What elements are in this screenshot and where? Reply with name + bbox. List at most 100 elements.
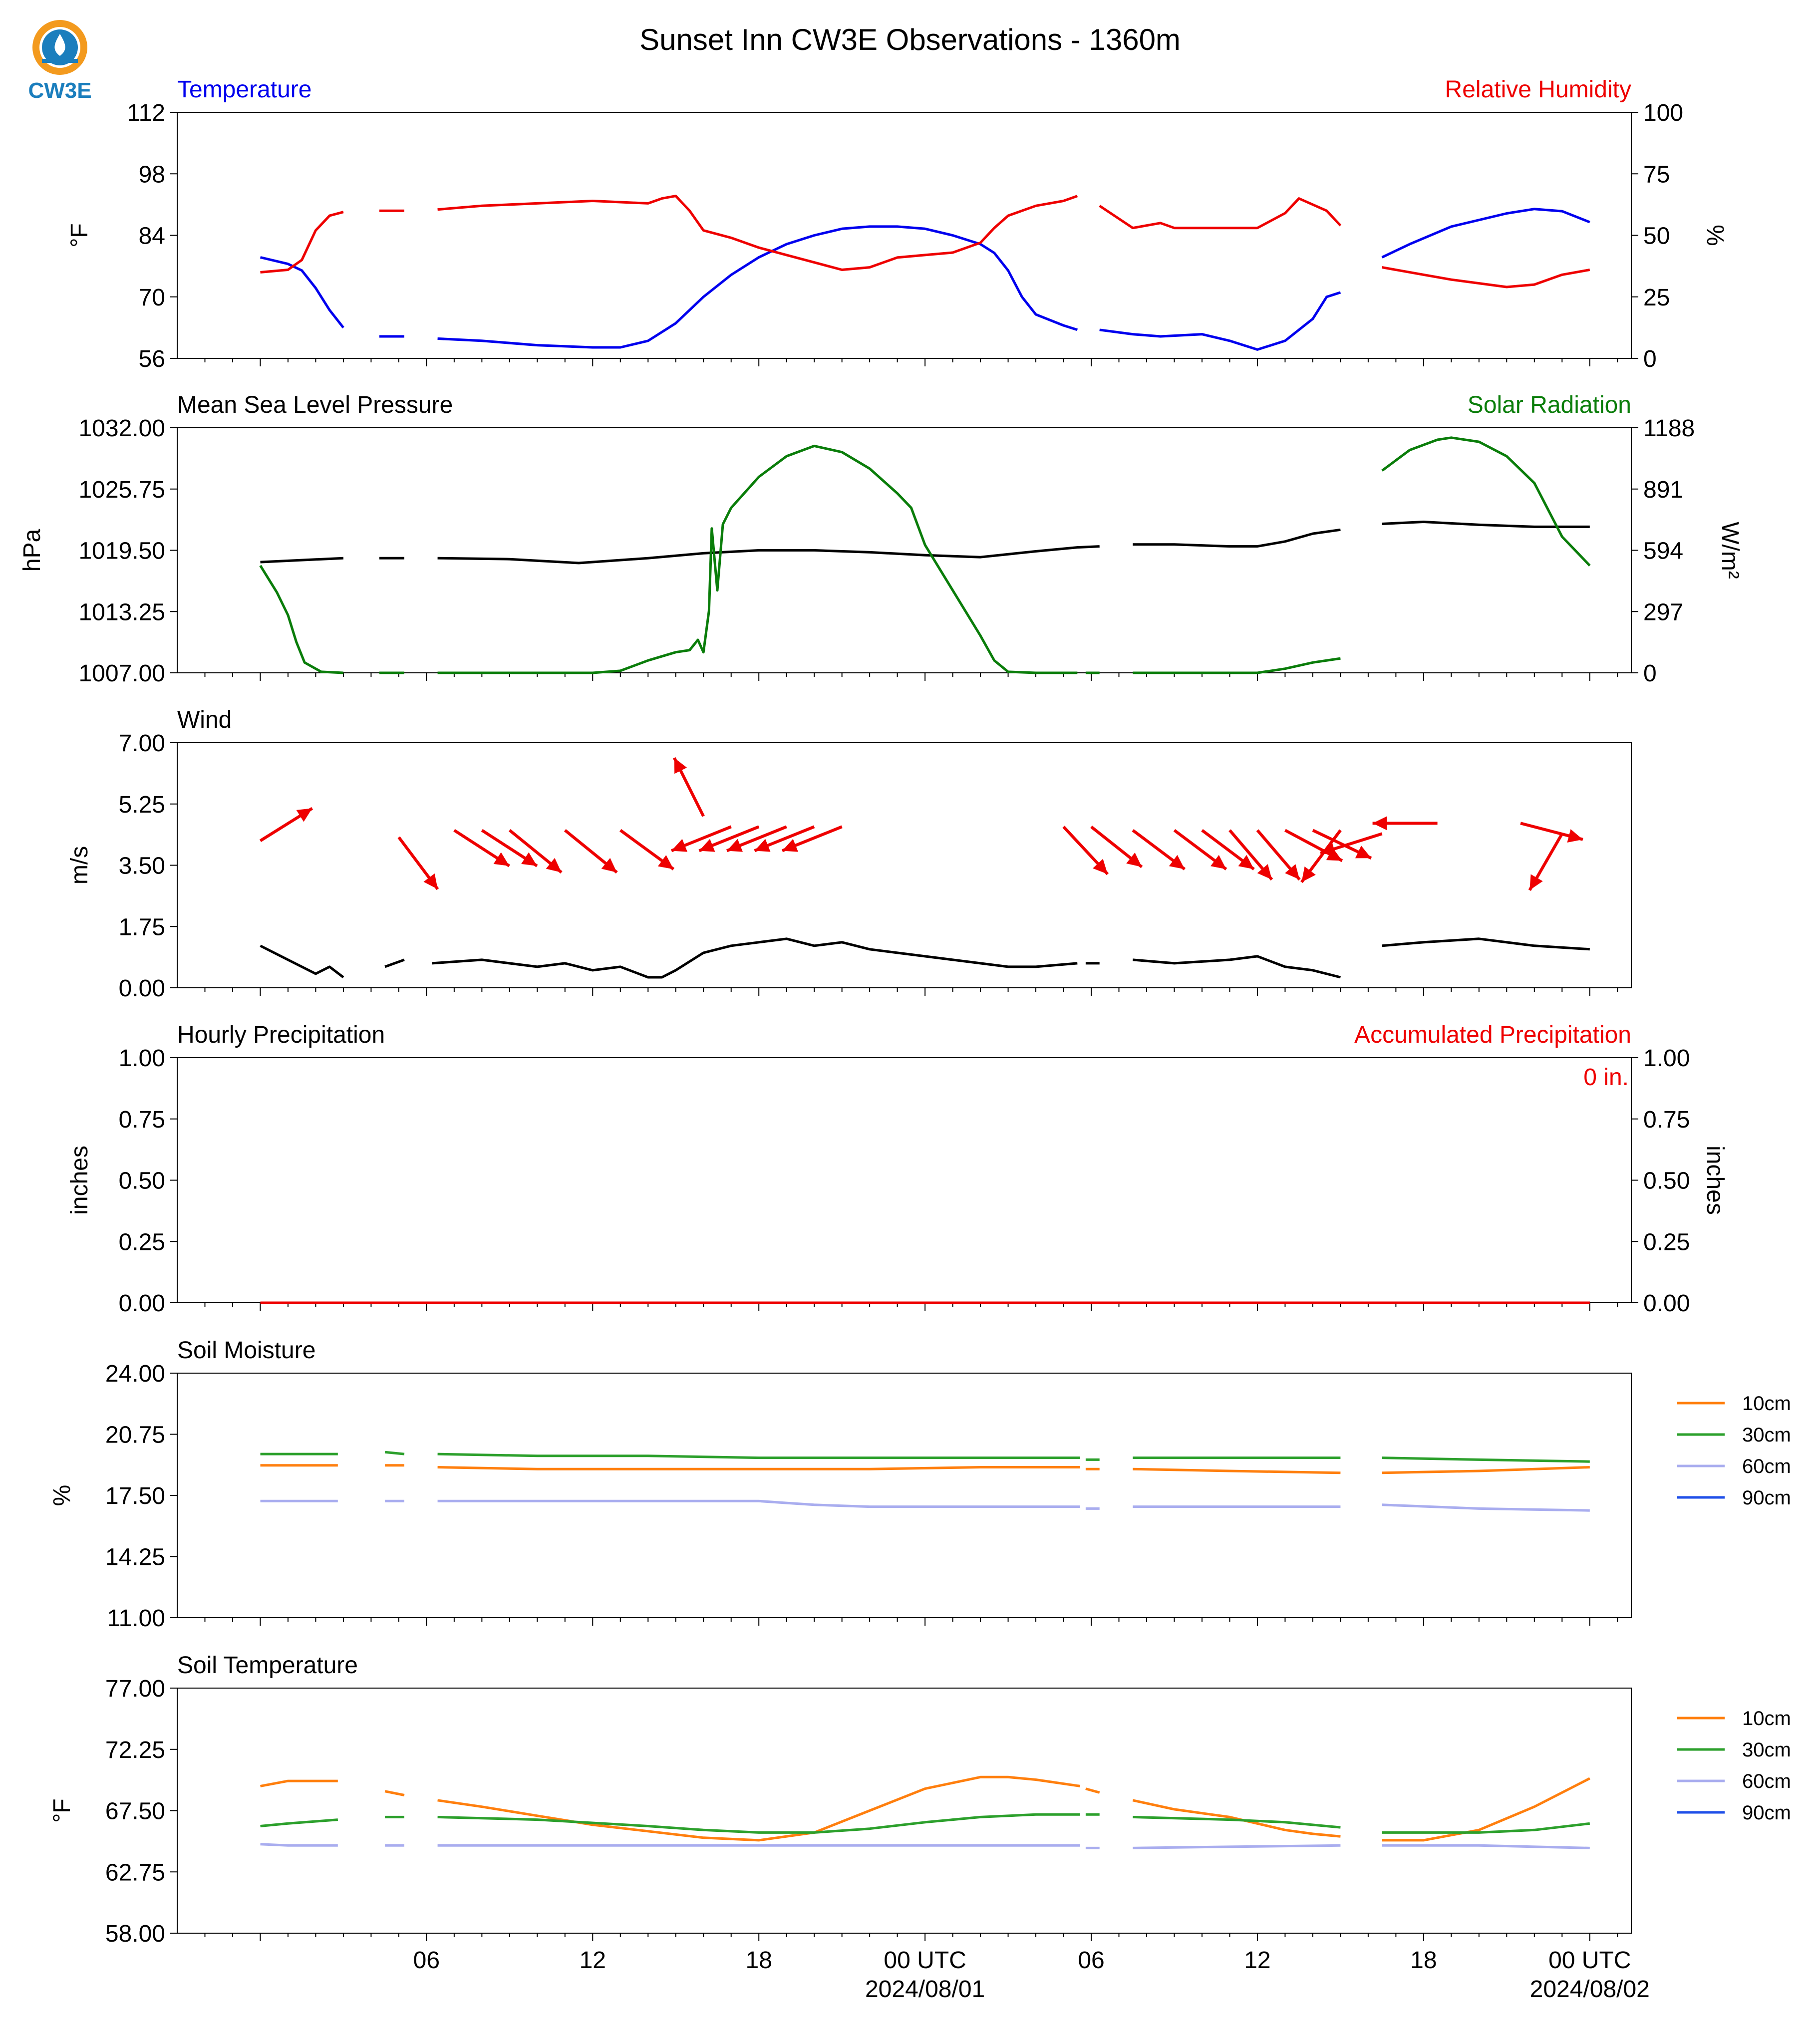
cw3e-logo: CW3E xyxy=(28,20,92,103)
y-axis-label: inches xyxy=(66,1146,93,1215)
y-tick-label: 11.00 xyxy=(107,1605,165,1632)
wind-arrow-head xyxy=(754,839,771,852)
y-tick-label: 62.75 xyxy=(105,1859,165,1886)
y-tick-label: 1007.00 xyxy=(78,660,165,687)
wind-arrow-head xyxy=(674,758,687,774)
x-tick-label: 06 xyxy=(413,1947,440,1974)
wind-arrow xyxy=(781,825,843,853)
legend-label: 10cm xyxy=(1742,1393,1791,1415)
y-tick-label: 0.25 xyxy=(119,1229,165,1255)
y-tick-label: 7.00 xyxy=(119,730,165,757)
x-tick-label: 18 xyxy=(1410,1947,1437,1974)
y-tick-label: 1019.50 xyxy=(78,538,165,565)
panel-pressure-solar: Mean Sea Level Pressure Solar Radiation 10… xyxy=(19,392,1743,687)
drop-icon xyxy=(54,34,65,56)
y-axis-label: m/s xyxy=(66,846,93,884)
wind-arrow-head xyxy=(699,839,715,852)
y-tick-label: 1013.25 xyxy=(78,599,165,625)
wind-arrow xyxy=(754,825,815,853)
y-tick-label: 56 xyxy=(139,346,165,372)
y-tick-label: 84 xyxy=(139,223,165,250)
y-tick-label: 98 xyxy=(139,161,165,188)
wind-arrow xyxy=(1256,829,1301,881)
panel-title-right: Relative Humidity xyxy=(1445,76,1631,103)
y-tick-label: 1.00 xyxy=(119,1045,165,1072)
wind-arrow-head xyxy=(1211,855,1226,869)
wind-arrow-head xyxy=(657,855,674,869)
y2-axis-label: % xyxy=(1702,225,1728,246)
y-tick-label: 1025.75 xyxy=(78,477,165,503)
wind-arrow xyxy=(1090,825,1143,869)
wind-arrow xyxy=(673,757,705,817)
wind-arrow xyxy=(726,825,787,853)
wind-arrow xyxy=(259,807,313,842)
chart-title: Sunset Inn CW3E Observations - 1360m xyxy=(639,23,1181,56)
wind-arrow xyxy=(1062,826,1109,875)
legend-label: 10cm xyxy=(1742,1708,1791,1730)
wind-arrows xyxy=(259,757,1583,891)
x-date-label: 2024/08/02 xyxy=(1530,1976,1650,2003)
y2-tick-label: 0.75 xyxy=(1643,1107,1690,1133)
y-tick-label: 58.00 xyxy=(105,1921,165,1947)
wind-arrow xyxy=(1300,829,1342,883)
y2-tick-label: 891 xyxy=(1643,477,1683,503)
y2-tick-label: 0.00 xyxy=(1643,1290,1690,1317)
x-tick-label: 12 xyxy=(1244,1947,1270,1974)
panel-title-right: Accumulated Precipitation xyxy=(1354,1022,1631,1048)
wind-arrow xyxy=(1201,829,1255,870)
y2-tick-label: 594 xyxy=(1643,538,1683,565)
series-line-temperature xyxy=(260,208,1590,351)
logo-wave xyxy=(42,59,78,63)
y2-tick-label: 50 xyxy=(1643,223,1670,250)
y2-axis-label: inches xyxy=(1702,1146,1728,1215)
y2-axis-label: W/m² xyxy=(1717,522,1743,579)
wind-arrow-head xyxy=(782,839,798,852)
panels: Temperature Relative Humidity 56 70 84 98 112 0… xyxy=(19,76,1791,2003)
y-tick-label: 1.75 xyxy=(119,914,165,940)
legend-label: 30cm xyxy=(1742,1424,1791,1446)
logo-ring xyxy=(32,20,87,75)
x-tick-label: 00 UTC xyxy=(884,1947,966,1974)
wind-arrow-head xyxy=(601,858,617,872)
y-tick-label: 0.75 xyxy=(119,1107,165,1133)
y2-tick-label: 100 xyxy=(1643,100,1683,126)
wind-arrow xyxy=(698,825,760,853)
wind-arrow xyxy=(619,829,675,870)
series-line-60cm xyxy=(260,1843,1590,1849)
y-axis-label: °F xyxy=(49,1798,75,1823)
panel-precipitation: Hourly Precipitation Accumulated Precipit… xyxy=(66,1022,1728,1317)
wind-arrow-head xyxy=(671,839,688,852)
wind-arrow xyxy=(1520,822,1583,843)
wind-arrow-head xyxy=(1285,864,1300,880)
panel-title-left: Soil Moisture xyxy=(177,1337,315,1364)
legend: 10cm 30cm 60cm 90cm xyxy=(1677,1708,1791,1824)
wind-arrow xyxy=(1320,832,1383,856)
wind-arrow xyxy=(1372,816,1438,831)
wind-arrow xyxy=(670,825,732,853)
legend-label: 60cm xyxy=(1742,1770,1791,1792)
wind-arrow xyxy=(481,829,538,868)
legend-label: 60cm xyxy=(1742,1455,1791,1477)
wind-arrow-head xyxy=(1093,859,1108,874)
series-line-60cm xyxy=(260,1499,1590,1512)
wind-arrow-head xyxy=(423,873,438,889)
x-tick-label: 12 xyxy=(580,1947,606,1974)
panel-title-left: Hourly Precipitation xyxy=(177,1022,385,1048)
y-tick-label: 0.00 xyxy=(119,975,165,1002)
y-tick-label: 20.75 xyxy=(105,1422,165,1449)
y-tick-label: 24.00 xyxy=(105,1361,165,1387)
wind-arrow xyxy=(453,829,510,868)
y-tick-label: 0.00 xyxy=(119,1290,165,1317)
y-tick-label: 14.25 xyxy=(105,1544,165,1571)
y-tick-label: 5.25 xyxy=(119,792,165,818)
wind-arrow-head xyxy=(1355,846,1371,859)
panel-soil-moisture: Soil Moisture 11.00 14.25 17.50 20.75 24.00% 1… xyxy=(49,1337,1791,1632)
panel-title-left: Soil Temperature xyxy=(177,1652,358,1679)
accumulated-total-label: 0 in. xyxy=(1583,1064,1629,1091)
wind-arrow-head xyxy=(1320,842,1336,856)
y-tick-label: 17.50 xyxy=(105,1483,165,1509)
wind-arrow-head xyxy=(727,839,743,852)
wind-arrow xyxy=(1228,829,1273,881)
y-tick-label: 77.00 xyxy=(105,1676,165,1702)
y-tick-label: 1032.00 xyxy=(78,415,165,442)
